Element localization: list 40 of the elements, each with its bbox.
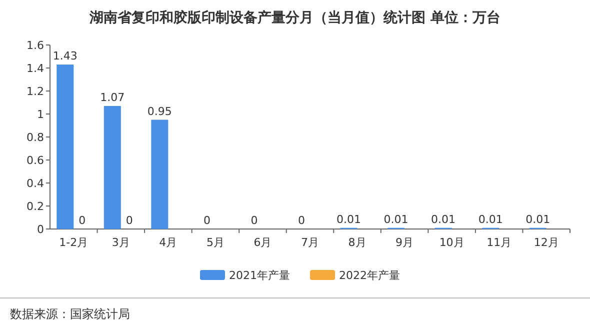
data-label: 0.01 xyxy=(526,212,550,226)
data-label: 0 xyxy=(126,214,133,227)
legend-label: 2021年产量 xyxy=(229,269,290,282)
x-tick-label: 4月 xyxy=(159,236,178,249)
x-tick-label: 11月 xyxy=(486,236,512,249)
y-tick-label: 0.2 xyxy=(26,200,44,213)
data-label: 0.95 xyxy=(147,104,172,118)
bar xyxy=(56,64,74,229)
y-tick-label: 1 xyxy=(37,108,44,121)
source-note: 数据来源：国家统计局 xyxy=(10,307,130,321)
y-tick-label: 0.8 xyxy=(26,131,44,144)
x-tick-label: 7月 xyxy=(301,236,319,249)
data-label: 0 xyxy=(250,214,258,227)
y-tick-label: 1.6 xyxy=(26,39,44,52)
data-label: 0 xyxy=(78,214,86,227)
y-tick-label: 1.4 xyxy=(26,62,44,75)
bar xyxy=(151,120,168,229)
data-label: 1.07 xyxy=(100,90,125,104)
data-label: 0.01 xyxy=(336,212,362,226)
data-label: 0.01 xyxy=(384,212,408,226)
bar xyxy=(104,106,121,229)
data-label: 1.43 xyxy=(52,50,78,63)
data-label: 0.01 xyxy=(478,212,503,226)
x-tick-label: 5月 xyxy=(206,236,224,249)
x-tick-label: 8月 xyxy=(348,236,366,249)
x-tick-label: 9月 xyxy=(396,236,414,249)
x-tick-label: 10月 xyxy=(439,236,464,249)
x-tick-label: 1-2月 xyxy=(59,236,88,249)
x-tick-label: 6月 xyxy=(254,236,272,249)
x-tick-label: 3月 xyxy=(112,236,130,249)
y-tick-label: 0 xyxy=(37,223,44,236)
data-label: 0.01 xyxy=(431,212,456,226)
x-tick-label: 12月 xyxy=(534,236,559,249)
y-tick-label: 0.4 xyxy=(26,177,44,190)
data-label: 0 xyxy=(203,214,210,227)
data-label: 0 xyxy=(298,214,305,227)
y-tick-label: 1.2 xyxy=(26,85,44,98)
chart-title: 湖南省复印和胶版印制设备产量分月（当月值）统计图 单位：万台 xyxy=(88,9,500,26)
legend-label: 2022年产量 xyxy=(339,269,400,282)
y-tick-label: 0.6 xyxy=(26,154,44,167)
